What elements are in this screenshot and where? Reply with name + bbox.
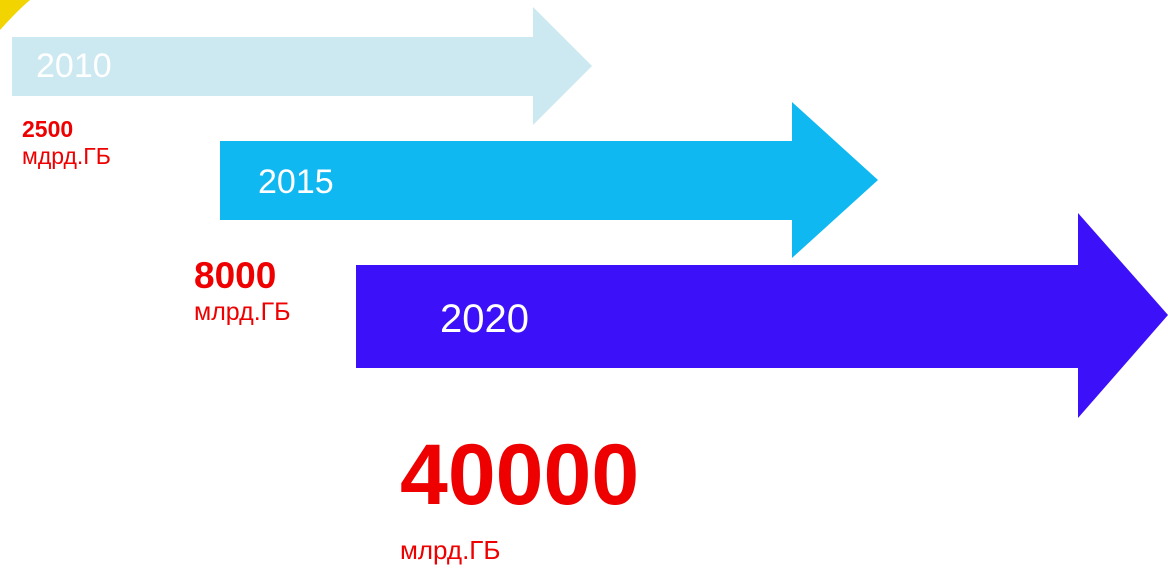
value-unit: мдрд.ГБ xyxy=(22,143,111,169)
arrow-2020-year: 2020 xyxy=(440,297,529,341)
value-label-8000: 8000 млрд.ГБ xyxy=(194,257,291,327)
arrow-2010: 2010 xyxy=(12,7,592,125)
value-label-40000: 40000 млрд.ГБ xyxy=(400,432,639,566)
value-number: 2500 xyxy=(22,116,74,142)
arrow-2010-shape xyxy=(12,7,592,125)
value-number: 40000 xyxy=(400,427,640,523)
arrow-2015-year: 2015 xyxy=(258,163,334,201)
corner-accent-shape xyxy=(0,0,30,30)
value-number: 8000 xyxy=(194,255,277,296)
value-unit: млрд.ГБ xyxy=(400,535,501,565)
arrow-2015-shape xyxy=(220,102,878,258)
value-unit: млрд.ГБ xyxy=(194,298,291,326)
arrow-2010-year: 2010 xyxy=(36,47,112,85)
arrow-2015: 2015 xyxy=(220,102,878,258)
arrow-2020: 2020 xyxy=(356,213,1168,418)
arrow-2020-shape xyxy=(356,213,1168,418)
value-label-2500: 2500 мдрд.ГБ xyxy=(22,116,111,170)
